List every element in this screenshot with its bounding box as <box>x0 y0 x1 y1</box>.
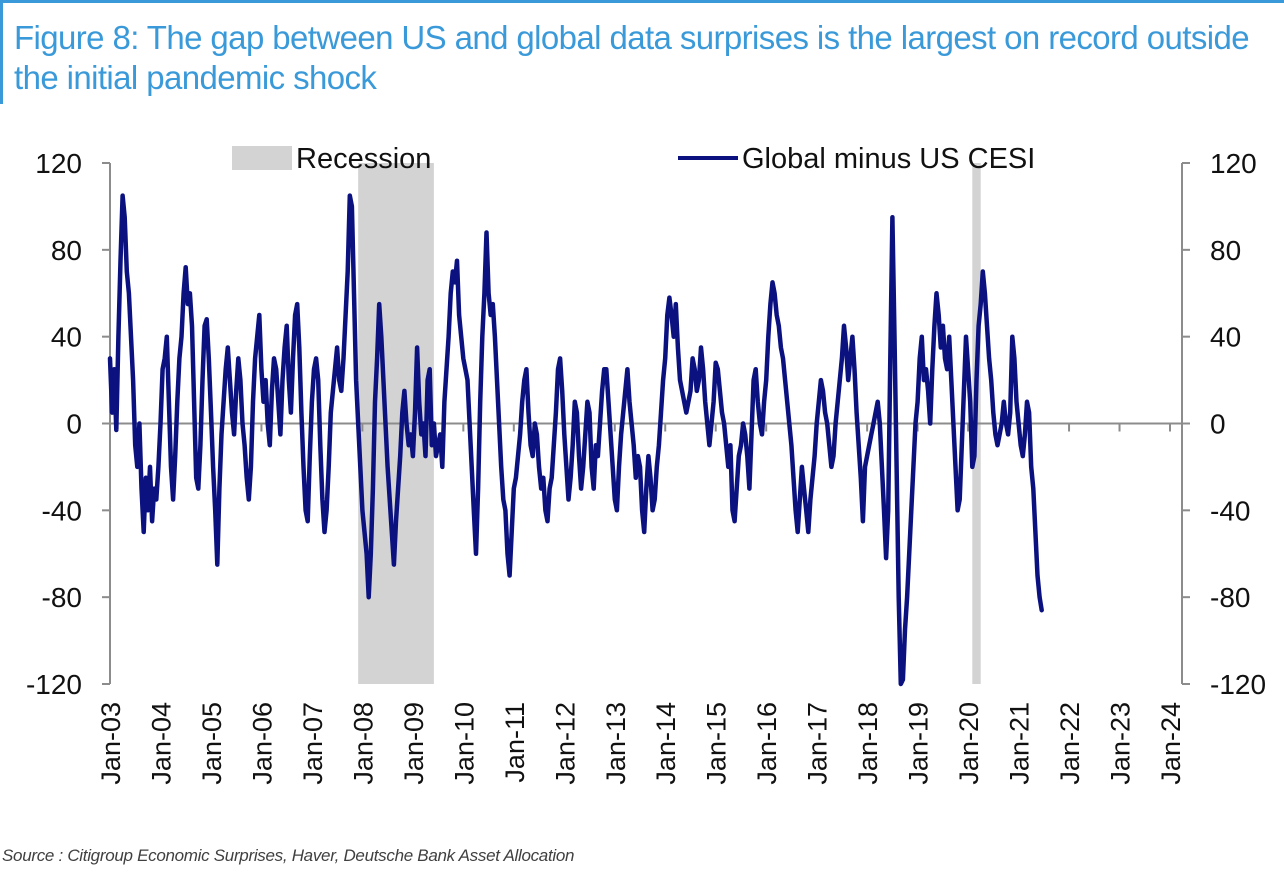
x-tick-label: Jan-04 <box>146 702 176 785</box>
y-tick-label-left: 0 <box>66 409 82 440</box>
y-tick-label-left: 40 <box>51 322 82 353</box>
x-tick-label: Jan-22 <box>1055 702 1085 785</box>
y-tick-label-right: -80 <box>1210 582 1250 613</box>
x-tick-label: Jan-13 <box>601 702 631 785</box>
x-tick-label: Jan-05 <box>197 702 227 785</box>
y-tick-label-right: -40 <box>1210 495 1250 526</box>
x-tick-label: Jan-23 <box>1106 702 1136 785</box>
y-tick-label-left: -40 <box>42 495 82 526</box>
x-tick-label: Jan-07 <box>298 702 328 785</box>
line-chart: -120 -120 -80 -80 -40 -40 0 0 40 40 80 80 120 120 Jan-… <box>26 143 1266 785</box>
y-tick-label-right: 40 <box>1210 322 1241 353</box>
x-tick-label: Jan-18 <box>853 702 883 785</box>
legend-series-label: Global minus US CESI <box>742 143 1035 175</box>
x-tick-label: Jan-17 <box>803 702 833 785</box>
y-tick-label-left: 80 <box>51 235 82 266</box>
y-tick-label-right: 80 <box>1210 235 1241 266</box>
y-tick-label-left: -80 <box>42 582 82 613</box>
axes: -120 -120 -80 -80 -40 -40 0 0 40 40 80 80 120 120 Jan-… <box>26 148 1266 785</box>
y-tick-label-right: 120 <box>1210 148 1257 179</box>
series-layer <box>107 193 1044 687</box>
x-tick-label: Jan-08 <box>348 702 378 785</box>
y-tick-label-left: 120 <box>35 148 82 179</box>
x-tick-label: Jan-11 <box>500 702 530 783</box>
figure-header-frame <box>0 0 1284 104</box>
source-note: Source : Citigroup Economic Surprises, H… <box>2 846 575 865</box>
figure-title: Figure 8: The gap between US and global … <box>14 19 1250 96</box>
x-tick-label: Jan-15 <box>702 702 732 785</box>
x-tick-label: Jan-09 <box>399 702 429 785</box>
x-tick-label: Jan-21 <box>1005 702 1035 785</box>
y-tick-label-right: 0 <box>1210 409 1226 440</box>
x-tick-label: Jan-06 <box>247 702 277 785</box>
series-line-global-minus-us-cesi <box>107 193 1044 687</box>
x-tick-label: Jan-10 <box>449 702 479 785</box>
x-tick-label: Jan-19 <box>904 702 934 785</box>
legend-recession-swatch <box>232 146 292 170</box>
legend: Recession Global minus US CESI <box>232 143 1035 175</box>
y-tick-label-left: -120 <box>26 669 82 700</box>
x-tick-label: Jan-20 <box>954 702 984 785</box>
x-tick-label: Jan-24 <box>1156 702 1186 785</box>
x-tick-label: Jan-16 <box>752 702 782 785</box>
y-tick-label-right: -120 <box>1210 669 1266 700</box>
legend-recession-label: Recession <box>296 143 431 175</box>
x-tick-label: Jan-03 <box>96 702 126 785</box>
x-tick-label: Jan-14 <box>651 702 681 785</box>
x-tick-label: Jan-12 <box>550 702 580 785</box>
